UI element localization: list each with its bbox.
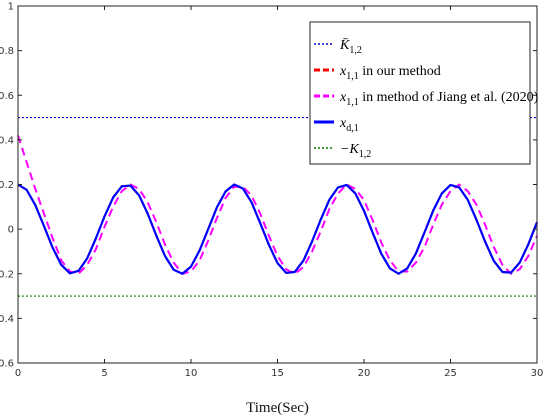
- y-tick-label: -0.2: [0, 269, 14, 280]
- x-tick-label: 5: [101, 368, 107, 379]
- x-tick-label: 15: [271, 368, 284, 379]
- x-axis-title: Time(Sec): [246, 400, 309, 416]
- x-tick-label: 25: [444, 368, 457, 379]
- legend-subscript: 1,1: [346, 97, 359, 108]
- legend-entry-1: K̄1,2: [339, 38, 362, 56]
- legend-symbol: x: [339, 64, 347, 79]
- y-tick-label: -0.6: [0, 359, 14, 370]
- x-tick-label: 20: [358, 368, 371, 379]
- legend-entry-4: xd,1: [339, 116, 359, 134]
- y-tick-label: 0.2: [0, 180, 14, 191]
- y-tick-label: -0.4: [0, 314, 14, 325]
- x-tick-label: 30: [531, 368, 544, 379]
- legend-subscript: 1,1: [346, 71, 359, 82]
- series-line-4: [17, 183, 539, 275]
- x-axis: 0 5 10 15 20 25 30: [15, 6, 544, 379]
- y-tick-label: 1: [8, 2, 14, 13]
- legend-subscript: d,1: [346, 123, 359, 134]
- legend-symbol: −K: [340, 142, 359, 157]
- legend-symbol: x: [339, 116, 347, 131]
- legend-box: [309, 21, 531, 165]
- y-tick-label: 0.4: [0, 135, 14, 146]
- legend-entry-3: x1,1 in method of Jiang et al. (2020): [339, 90, 539, 108]
- y-tick-label: 0: [8, 225, 14, 236]
- x-tick-label: 10: [185, 368, 198, 379]
- legend-subscript: 1,2: [349, 45, 362, 56]
- y-axis: -0.6 -0.4 -0.2 0 0.2 0.4 0.6 0.8 1: [0, 2, 537, 370]
- legend-symbol: x: [339, 90, 347, 105]
- legend-symbol: K̄: [339, 38, 350, 53]
- series-line-2: [17, 183, 538, 275]
- legend-entry-5: −K1,2: [340, 142, 371, 160]
- y-tick-label: 0.8: [0, 46, 14, 57]
- y-tick-label: 0.6: [0, 91, 14, 102]
- legend-subscript: 1,2: [359, 149, 372, 160]
- x-tick-label: 0: [15, 368, 21, 379]
- legend-entry-2: x1,1 in our method: [339, 64, 441, 82]
- legend-suffix: in method of Jiang et al. (2020): [359, 90, 539, 105]
- series-line-3: [17, 135, 538, 275]
- legend-suffix: in our method: [359, 64, 441, 79]
